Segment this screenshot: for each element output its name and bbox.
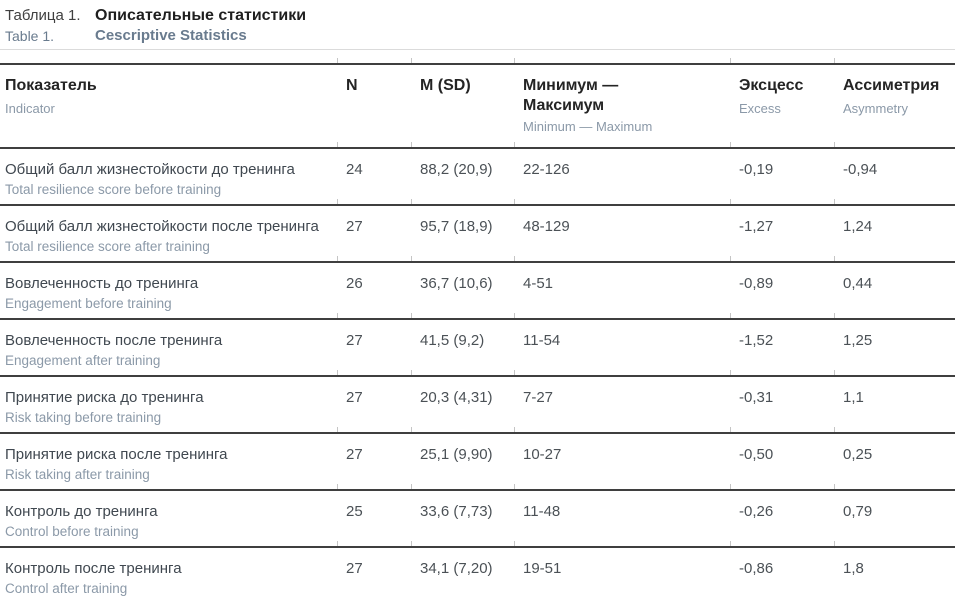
cell-minmax: 11-54 (514, 312, 731, 376)
cell-n: 27 (337, 198, 412, 262)
caption-ru-title: Описательные статистики (95, 7, 307, 24)
cell-indicator: Принятие риска до тренинга Risk taking b… (0, 376, 338, 433)
cell-minmax: 10-27 (514, 426, 731, 490)
caption-ru-label: Таблица 1. (5, 7, 81, 24)
cell-asymmetry: -0,94 (834, 141, 955, 205)
indicator-ru: Контроль после тренинга (5, 560, 182, 577)
table-header: Показатель Indicator N M (SD) Минимум — … (0, 57, 955, 148)
cell-indicator: Общий балл жизнестойкости после тренинга… (0, 205, 338, 262)
table-row-engagement-after: Вовлеченность после тренинга Engagement … (0, 312, 955, 376)
descriptive-statistics-table: Показатель Indicator N M (SD) Минимум — … (0, 57, 955, 600)
indicator-en: Total resilience score before training (5, 182, 222, 197)
table-row-engagement-before: Вовлеченность до тренинга Engagement bef… (0, 255, 955, 319)
caption-en-title: Cescriptive Statistics (95, 27, 247, 44)
cell-excess: -0,89 (730, 255, 835, 319)
cell-indicator: Контроль после тренинга Control after tr… (0, 547, 338, 600)
cell-indicator: Вовлеченность до тренинга Engagement bef… (0, 262, 338, 319)
header-row: Показатель Indicator N M (SD) Минимум — … (0, 57, 955, 148)
cell-minmax: 19-51 (514, 540, 731, 600)
cell-n: 24 (337, 141, 412, 205)
indicator-ru: Вовлеченность после тренинга (5, 332, 223, 349)
indicator-en: Total resilience score after training (5, 239, 210, 254)
cell-n: 27 (337, 369, 412, 433)
col-header-indicator-ru: Показатель (5, 77, 97, 94)
indicator-ru: Вовлеченность до тренинга (5, 275, 199, 292)
indicator-en: Control before training (5, 524, 139, 539)
col-header-indicator-en: Indicator (5, 101, 55, 116)
cell-excess: -0,31 (730, 369, 835, 433)
col-header-msd: M (SD) (411, 57, 515, 148)
cell-minmax: 11-48 (514, 483, 731, 547)
cell-excess: -0,19 (730, 141, 835, 205)
cell-excess: -0,50 (730, 426, 835, 490)
cell-asymmetry: 1,25 (834, 312, 955, 376)
indicator-ru: Принятие риска до тренинга (5, 389, 204, 406)
indicator-en: Risk taking after training (5, 467, 150, 482)
table-row-resilience-before: Общий балл жизнестойкости до тренинга To… (0, 141, 955, 205)
table-row-resilience-after: Общий балл жизнестойкости после тренинга… (0, 198, 955, 262)
col-header-excess: Эксцесс Excess (730, 57, 835, 148)
cell-indicator: Контроль до тренинга Control before trai… (0, 490, 338, 547)
cell-msd: 25,1 (9,90) (411, 426, 515, 490)
cell-asymmetry: 0,25 (834, 426, 955, 490)
cell-indicator: Вовлеченность после тренинга Engagement … (0, 319, 338, 376)
caption-divider (0, 49, 955, 50)
cell-minmax: 4-51 (514, 255, 731, 319)
indicator-en: Engagement after training (5, 353, 161, 368)
table-row-risk-after: Принятие риска после тренинга Risk takin… (0, 426, 955, 490)
cell-asymmetry: 0,44 (834, 255, 955, 319)
cell-minmax: 22-126 (514, 141, 731, 205)
table-row-risk-before: Принятие риска до тренинга Risk taking b… (0, 369, 955, 433)
cell-n: 26 (337, 255, 412, 319)
indicator-en: Risk taking before training (5, 410, 162, 425)
cell-excess: -1,52 (730, 312, 835, 376)
caption-en-label: Table 1. (5, 28, 55, 44)
cell-asymmetry: 1,8 (834, 540, 955, 600)
col-header-n-ru: N (346, 77, 358, 94)
cell-excess: -1,27 (730, 198, 835, 262)
table-body: Общий балл жизнестойкости до тренинга To… (0, 141, 955, 600)
col-header-minmax-en: Minimum — Maximum (523, 119, 653, 134)
cell-minmax: 48-129 (514, 198, 731, 262)
table-caption: Таблица 1. Описательные статистики Table… (0, 0, 955, 45)
col-header-n: N (337, 57, 412, 148)
cell-msd: 33,6 (7,73) (411, 483, 515, 547)
cell-n: 27 (337, 426, 412, 490)
cell-excess: -0,26 (730, 483, 835, 547)
cell-asymmetry: 0,79 (834, 483, 955, 547)
indicator-ru: Общий балл жизнестойкости после тренинга (5, 218, 319, 235)
col-header-excess-ru: Эксцесс (739, 77, 804, 94)
cell-msd: 41,5 (9,2) (411, 312, 515, 376)
cell-n: 27 (337, 540, 412, 600)
table-row-control-after: Контроль после тренинга Control after tr… (0, 540, 955, 600)
col-header-minmax: Минимум — Максимум Minimum — Maximum (514, 57, 731, 148)
cell-n: 25 (337, 483, 412, 547)
cell-msd: 88,2 (20,9) (411, 141, 515, 205)
table-row-control-before: Контроль до тренинга Control before trai… (0, 483, 955, 547)
cell-excess: -0,86 (730, 540, 835, 600)
cell-msd: 95,7 (18,9) (411, 198, 515, 262)
indicator-en: Control after training (5, 581, 128, 596)
cell-asymmetry: 1,1 (834, 369, 955, 433)
indicator-ru: Контроль до тренинга (5, 503, 158, 520)
col-header-asymmetry: Ассиметрия Asymmetry (834, 57, 955, 148)
cell-indicator: Общий балл жизнестойкости до тренинга To… (0, 148, 338, 205)
col-header-excess-en: Excess (739, 101, 781, 116)
col-header-asymmetry-ru: Ассиметрия (843, 77, 940, 94)
col-header-msd-ru: M (SD) (420, 77, 471, 94)
cell-msd: 36,7 (10,6) (411, 255, 515, 319)
cell-msd: 20,3 (4,31) (411, 369, 515, 433)
cell-n: 27 (337, 312, 412, 376)
indicator-ru: Принятие риска после тренинга (5, 446, 228, 463)
cell-asymmetry: 1,24 (834, 198, 955, 262)
indicator-ru: Общий балл жизнестойкости до тренинга (5, 161, 295, 178)
col-header-indicator: Показатель Indicator (0, 64, 338, 148)
indicator-en: Engagement before training (5, 296, 172, 311)
col-header-minmax-ru: Минимум — Максимум (523, 77, 619, 114)
cell-msd: 34,1 (7,20) (411, 540, 515, 600)
cell-minmax: 7-27 (514, 369, 731, 433)
cell-indicator: Принятие риска после тренинга Risk takin… (0, 433, 338, 490)
col-header-asymmetry-en: Asymmetry (843, 101, 908, 116)
